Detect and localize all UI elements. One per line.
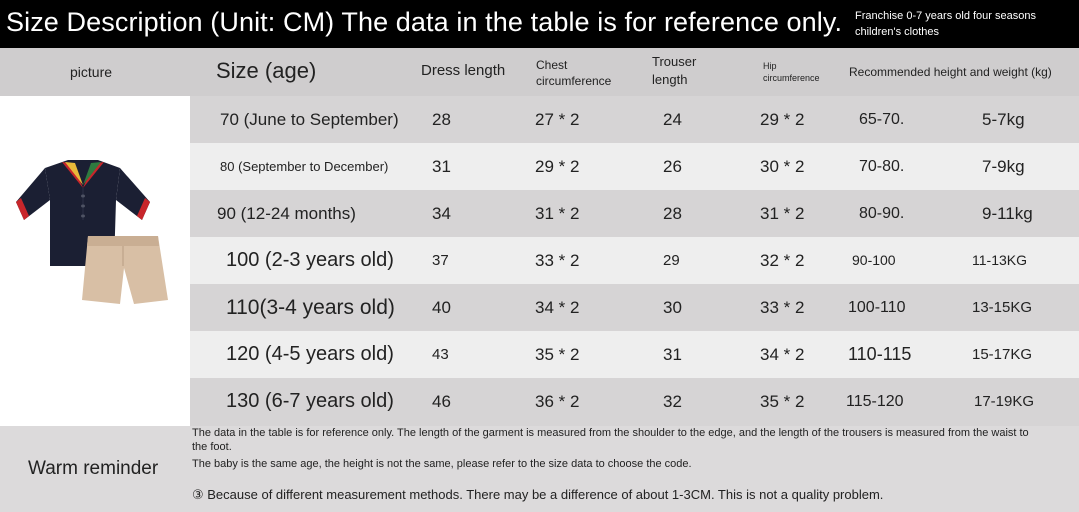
trouser-cell: 31 <box>663 345 682 364</box>
reminder-note-height: The baby is the same age, the height is … <box>192 458 692 470</box>
dress-length-cell: 40 <box>432 298 451 317</box>
hip-cell: 33 * 2 <box>760 298 805 317</box>
hip-cell: 34 * 2 <box>760 345 805 364</box>
table-row: 130 (6-7 years old) 46 36 * 2 32 35 * 2 … <box>190 378 1079 426</box>
weight-cell: 15-17KG <box>972 346 1033 363</box>
table-row: 70 (June to September) 28 27 * 2 24 29 *… <box>190 96 1079 143</box>
size-cell: 110(3-4 years old) <box>226 296 395 319</box>
height-cell: 110-115 <box>848 344 912 364</box>
height-cell: 115-120 <box>846 393 904 410</box>
table-row: 80 (September to December) 31 29 * 2 26 … <box>190 143 1079 190</box>
height-cell: 65-70. <box>859 111 905 128</box>
dress-length-cell: 46 <box>432 392 451 411</box>
trouser-cell: 28 <box>663 204 682 223</box>
hip-cell: 29 * 2 <box>760 110 805 129</box>
table-row: 110(3-4 years old) 40 34 * 2 30 33 * 2 1… <box>190 284 1079 331</box>
size-cell: 120 (4-5 years old) <box>226 343 394 365</box>
trouser-cell: 32 <box>663 392 682 411</box>
brand-subtitle: Franchise 0-7 years old four seasons chi… <box>855 10 1036 38</box>
polo-and-shorts-image <box>16 160 168 304</box>
header-size: Size (age) <box>216 58 317 83</box>
weight-cell: 11-13KG <box>972 252 1027 268</box>
table-row: 120 (4-5 years old) 43 35 * 2 31 34 * 2 … <box>190 331 1079 378</box>
warm-reminder-section: Warm reminder The data in the table is f… <box>0 426 1079 512</box>
dress-length-cell: 37 <box>432 252 449 269</box>
table-row: 90 (12-24 months) 34 31 * 2 28 31 * 2 80… <box>190 190 1079 237</box>
header-chest: Chest circumference <box>536 58 612 88</box>
weight-cell: 7-9kg <box>982 157 1025 176</box>
title-banner: Size Description (Unit: CM) The data in … <box>0 0 1079 48</box>
dress-length-cell: 34 <box>432 204 451 223</box>
weight-cell: 17-19KG <box>974 393 1035 410</box>
size-cell: 130 (6-7 years old) <box>226 390 394 412</box>
height-cell: 80-90. <box>859 205 905 222</box>
header-dress-length: Dress length <box>421 62 506 79</box>
shorts-icon <box>82 236 168 304</box>
product-picture-panel <box>0 96 190 426</box>
weight-cell: 13-15KG <box>972 299 1033 316</box>
reminder-note-difference: ③ Because of different measurement metho… <box>192 487 884 502</box>
size-cell: 70 (June to September) <box>220 110 399 129</box>
warm-reminder-label: Warm reminder <box>28 458 159 479</box>
reminder-note-measurement: The data in the table is for reference o… <box>192 427 1029 453</box>
chest-cell: 27 * 2 <box>535 110 580 129</box>
chest-cell: 31 * 2 <box>535 204 580 223</box>
size-cell: 90 (12-24 months) <box>217 204 356 223</box>
chest-cell: 34 * 2 <box>535 298 580 317</box>
header-picture: picture <box>70 64 113 80</box>
chest-cell: 29 * 2 <box>535 157 580 176</box>
size-cell: 80 (September to December) <box>220 159 389 174</box>
dress-length-cell: 28 <box>432 110 451 129</box>
dress-length-cell: 31 <box>432 157 451 176</box>
size-cell: 100 (2-3 years old) <box>226 249 394 271</box>
trouser-cell: 24 <box>663 110 682 129</box>
hip-cell: 32 * 2 <box>760 251 805 270</box>
weight-cell: 9-11kg <box>982 204 1033 223</box>
hip-cell: 35 * 2 <box>760 392 805 411</box>
trouser-cell: 26 <box>663 157 682 176</box>
header-hip: Hip circumference <box>763 61 820 83</box>
height-cell: 90-100 <box>852 252 896 268</box>
height-cell: 70-80. <box>859 158 905 175</box>
hip-cell: 31 * 2 <box>760 204 805 223</box>
trouser-cell: 29 <box>663 252 680 269</box>
header-trouser-length: Trouser length <box>652 54 697 87</box>
height-cell: 100-110 <box>848 299 906 316</box>
chest-cell: 36 * 2 <box>535 392 580 411</box>
size-chart-title: Size Description (Unit: CM) The data in … <box>6 7 843 37</box>
dress-length-cell: 43 <box>432 346 449 363</box>
chest-cell: 33 * 2 <box>535 251 580 270</box>
table-row: 100 (2-3 years old) 37 33 * 2 29 32 * 2 … <box>190 237 1079 284</box>
weight-cell: 5-7kg <box>982 110 1025 129</box>
chest-cell: 35 * 2 <box>535 345 580 364</box>
trouser-cell: 30 <box>663 298 682 317</box>
hip-cell: 30 * 2 <box>760 157 805 176</box>
table-header: picture Size (age) Dress length Chest ci… <box>0 48 1079 96</box>
header-recommended: Recommended height and weight (kg) <box>849 65 1052 79</box>
